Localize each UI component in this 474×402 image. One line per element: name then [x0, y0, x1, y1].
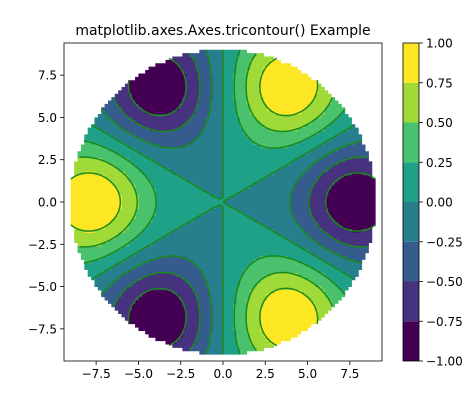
- y-tick-label: −2.5: [28, 238, 57, 252]
- contour-line-5: [79, 53, 333, 351]
- colorbar-band-4: [403, 162, 419, 202]
- contour-line-2: [100, 49, 363, 355]
- colorbar-tick-label: −0.75: [426, 315, 463, 329]
- y-tick-label: −7.5: [28, 322, 57, 336]
- contour-lines: [70, 49, 376, 355]
- colorbar-band-7: [403, 43, 419, 83]
- y-tick-label: 2.5: [38, 153, 57, 167]
- colorbar-band-2: [403, 241, 419, 282]
- x-tick-label: 2.5: [256, 367, 275, 381]
- colorbar-tick-label: 0.50: [426, 116, 453, 130]
- x-tick-label: 5.0: [298, 367, 317, 381]
- colorbar-tick-label: −1.00: [426, 355, 463, 369]
- colorbar-band-6: [403, 82, 419, 123]
- contour-plot: [70, 49, 376, 355]
- y-tick-label: 7.5: [38, 69, 57, 83]
- contour-band-3: [94, 49, 363, 355]
- x-tick-label: −2.5: [166, 367, 195, 381]
- y-tick-label: 0.0: [38, 196, 57, 210]
- contour-band-4: [84, 49, 352, 355]
- y-tick-label: −5.0: [28, 280, 57, 294]
- contour-line-4: [83, 49, 346, 355]
- contour-line-3: [92, 49, 354, 355]
- x-axis: −7.5 −5.0 −2.5 0.0 2.5 5.0 7.5: [82, 361, 359, 381]
- x-tick-label: −5.0: [124, 367, 153, 381]
- colorbar: −1.00 −0.75 −0.50 −0.25 0.00 0.25 0.50 0.75 1.00: [402, 37, 463, 369]
- contour-line-6: [70, 57, 319, 347]
- contour-line-1: [113, 53, 367, 351]
- colorbar-band-0: [403, 321, 419, 361]
- colorbar-tick-label: 0.00: [426, 196, 453, 210]
- contour-line-0: [127, 57, 376, 347]
- colorbar-band-5: [403, 122, 419, 163]
- y-tick-label: 5.0: [38, 111, 57, 125]
- colorbar-tick-label: −0.25: [426, 235, 463, 249]
- x-tick-label: −7.5: [82, 367, 111, 381]
- colorbar-tick-label: 0.75: [426, 76, 453, 90]
- y-axis: −7.5 −5.0 −2.5 0.0 2.5 5.0 7.5: [28, 69, 64, 336]
- x-tick-label: 7.5: [340, 367, 359, 381]
- colorbar-tick-label: −0.50: [426, 275, 463, 289]
- colorbar-band-1: [403, 281, 419, 322]
- colorbar-band-3: [403, 202, 419, 242]
- x-tick-label: 0.0: [213, 367, 232, 381]
- chart-title: matplotlib.axes.Axes.tricontour() Exampl…: [75, 23, 370, 39]
- colorbar-tick-label: 0.25: [426, 156, 453, 170]
- colorbar-tick-label: 1.00: [426, 37, 453, 51]
